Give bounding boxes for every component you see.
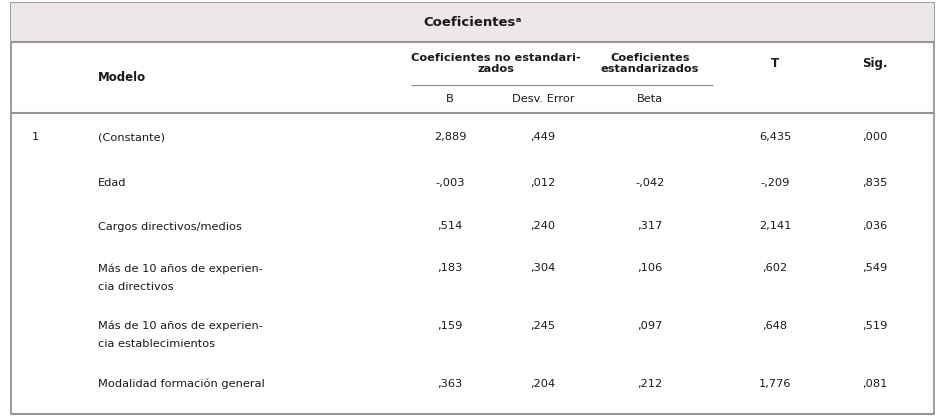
Text: Coeficientes
estandarizados: Coeficientes estandarizados [600,53,699,74]
Text: ,036: ,036 [862,222,886,232]
Text: ,363: ,363 [437,379,463,388]
Text: Modelo: Modelo [98,71,146,84]
Text: -,003: -,003 [435,178,464,188]
Text: ,000: ,000 [861,132,886,142]
Text: 2,889: 2,889 [433,132,465,142]
Text: B: B [446,94,453,104]
Text: ,602: ,602 [762,263,786,273]
Text: ,304: ,304 [530,263,555,273]
Text: ,159: ,159 [437,321,463,331]
Text: 6,435: 6,435 [758,132,790,142]
Text: -,209: -,209 [760,178,789,188]
Text: ,317: ,317 [636,222,662,232]
Text: Edad: Edad [98,178,126,188]
Text: 2,141: 2,141 [758,222,790,232]
Text: ,240: ,240 [530,222,555,232]
Text: ,012: ,012 [530,178,555,188]
Text: Modalidad formación general: Modalidad formación general [98,378,264,389]
Text: ,097: ,097 [636,321,662,331]
Text: -,042: -,042 [634,178,664,188]
Text: ,648: ,648 [762,321,786,331]
Text: ,514: ,514 [437,222,463,232]
Text: T: T [770,57,778,70]
Text: ,212: ,212 [637,379,662,388]
Text: 1: 1 [31,132,39,142]
Text: ,245: ,245 [530,321,555,331]
Text: cia directivos: cia directivos [98,283,174,293]
Text: Sig.: Sig. [861,57,886,70]
Text: ,183: ,183 [437,263,463,273]
FancyBboxPatch shape [11,3,933,42]
Text: ,835: ,835 [861,178,886,188]
Text: ,549: ,549 [862,263,886,273]
Text: ,081: ,081 [861,379,886,388]
Text: 1,776: 1,776 [758,379,790,388]
Text: ,106: ,106 [636,263,662,273]
Text: ,204: ,204 [530,379,555,388]
Text: Cargos directivos/medios: Cargos directivos/medios [98,222,242,232]
Text: Desv. Error: Desv. Error [511,94,574,104]
Text: Coeficientesᵃ: Coeficientesᵃ [423,16,521,29]
Text: ,449: ,449 [530,132,555,142]
Text: ,519: ,519 [861,321,886,331]
Text: Beta: Beta [636,94,663,104]
Text: Más de 10 años de experien-: Más de 10 años de experien- [98,320,262,331]
Text: (Constante): (Constante) [98,132,165,142]
Text: Más de 10 años de experien-: Más de 10 años de experien- [98,263,262,273]
Text: Coeficientes no estandari-
zados: Coeficientes no estandari- zados [411,53,581,74]
Text: cia establecimientos: cia establecimientos [98,339,215,349]
